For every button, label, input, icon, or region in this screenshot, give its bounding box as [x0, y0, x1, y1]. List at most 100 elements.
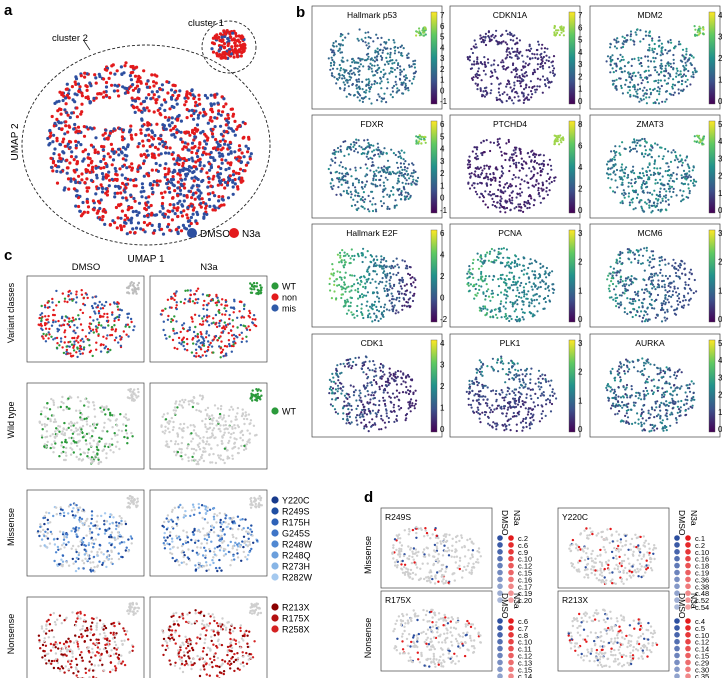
expression-point	[680, 182, 683, 185]
expression-point	[654, 142, 657, 145]
expression-point	[386, 60, 389, 63]
umap-cell	[195, 210, 199, 214]
expression-point	[548, 182, 551, 185]
umap-cell	[167, 169, 171, 173]
expression-point	[358, 145, 361, 148]
expression-point	[371, 308, 374, 311]
expression-point	[382, 202, 385, 205]
umap-cell	[190, 196, 194, 200]
expression-point	[483, 305, 487, 308]
expression-point	[659, 79, 663, 82]
umap-cell	[133, 74, 138, 78]
expression-point	[630, 148, 633, 152]
panel-label-d: d	[364, 489, 373, 506]
expression-point	[411, 175, 414, 178]
umap-cell	[173, 189, 177, 193]
expression-point	[503, 91, 506, 94]
umap-cell	[198, 197, 202, 201]
expression-point	[481, 95, 484, 98]
expression-point	[670, 174, 673, 177]
expression-point	[350, 148, 353, 151]
umap-cell	[168, 190, 172, 194]
umap-cell	[101, 148, 105, 152]
expression-point	[533, 155, 537, 159]
umap-cell	[145, 213, 149, 218]
umap-cell	[133, 231, 137, 235]
expression-point	[670, 41, 673, 44]
expression-point	[660, 183, 663, 186]
expression-point	[689, 83, 692, 86]
expression-point	[653, 162, 656, 165]
expression-point	[371, 209, 375, 213]
expression-point	[355, 87, 358, 90]
umap-cell	[170, 97, 174, 101]
expression-point	[334, 171, 337, 174]
expression-point	[475, 146, 478, 149]
umap-cell	[228, 140, 232, 144]
expression-point	[364, 285, 367, 289]
umap-cell	[169, 88, 174, 92]
umap-cell	[107, 170, 111, 174]
expression-point	[379, 261, 382, 264]
colorbar-tick: 6	[440, 22, 445, 31]
umap-cell	[203, 93, 207, 98]
expression-point	[695, 180, 698, 183]
expression-point	[529, 312, 532, 315]
expression-point	[659, 201, 662, 204]
umap-cell	[129, 128, 133, 132]
expression-point	[373, 175, 376, 178]
expression-point	[548, 158, 552, 161]
expression-point	[541, 183, 545, 186]
expression-point	[395, 83, 398, 86]
umap-cell	[94, 166, 98, 170]
expression-point	[697, 28, 700, 31]
expression-point	[505, 314, 508, 317]
expression-point	[410, 284, 413, 287]
expression-point	[537, 57, 540, 60]
expression-point	[653, 87, 656, 90]
expression-point	[401, 168, 404, 171]
umap-cell	[211, 156, 215, 160]
umap-cell	[167, 118, 171, 122]
expression-point	[494, 70, 497, 73]
expression-point	[399, 68, 402, 71]
umap-cell	[219, 45, 223, 50]
umap-cell	[154, 101, 158, 105]
expression-point	[649, 283, 653, 286]
expression-point	[633, 277, 636, 280]
expression-point	[404, 267, 407, 270]
expression-point	[615, 62, 618, 65]
expression-point	[518, 79, 521, 83]
umap-cell	[238, 124, 242, 128]
expression-point	[646, 319, 649, 323]
expression-point	[688, 174, 691, 177]
expression-point	[368, 97, 371, 100]
expression-point	[398, 292, 401, 296]
expression-point	[375, 273, 378, 276]
umap-cell	[88, 170, 92, 174]
umap-cell	[146, 200, 150, 204]
expression-point	[562, 34, 566, 37]
expression-point	[356, 67, 359, 70]
expression-point	[362, 40, 365, 43]
expression-point	[542, 67, 545, 70]
expression-point	[681, 79, 684, 82]
umap-cell	[186, 206, 190, 210]
expression-point	[624, 279, 627, 282]
expression-point	[560, 27, 563, 30]
umap-cell	[145, 85, 149, 89]
expression-point	[621, 284, 624, 287]
umap-cell	[168, 146, 172, 150]
colorbar-tick: 6	[578, 23, 583, 32]
expression-point	[330, 297, 333, 300]
expression-point	[499, 190, 502, 193]
umap-cell	[152, 80, 156, 84]
expression-point	[549, 71, 552, 74]
expression-point	[681, 272, 684, 275]
umap-cell	[131, 88, 135, 92]
expression-point	[620, 303, 623, 306]
umap-cell	[233, 41, 237, 45]
umap-cell	[56, 109, 60, 113]
expression-point	[656, 286, 659, 289]
expression-point	[677, 88, 680, 91]
